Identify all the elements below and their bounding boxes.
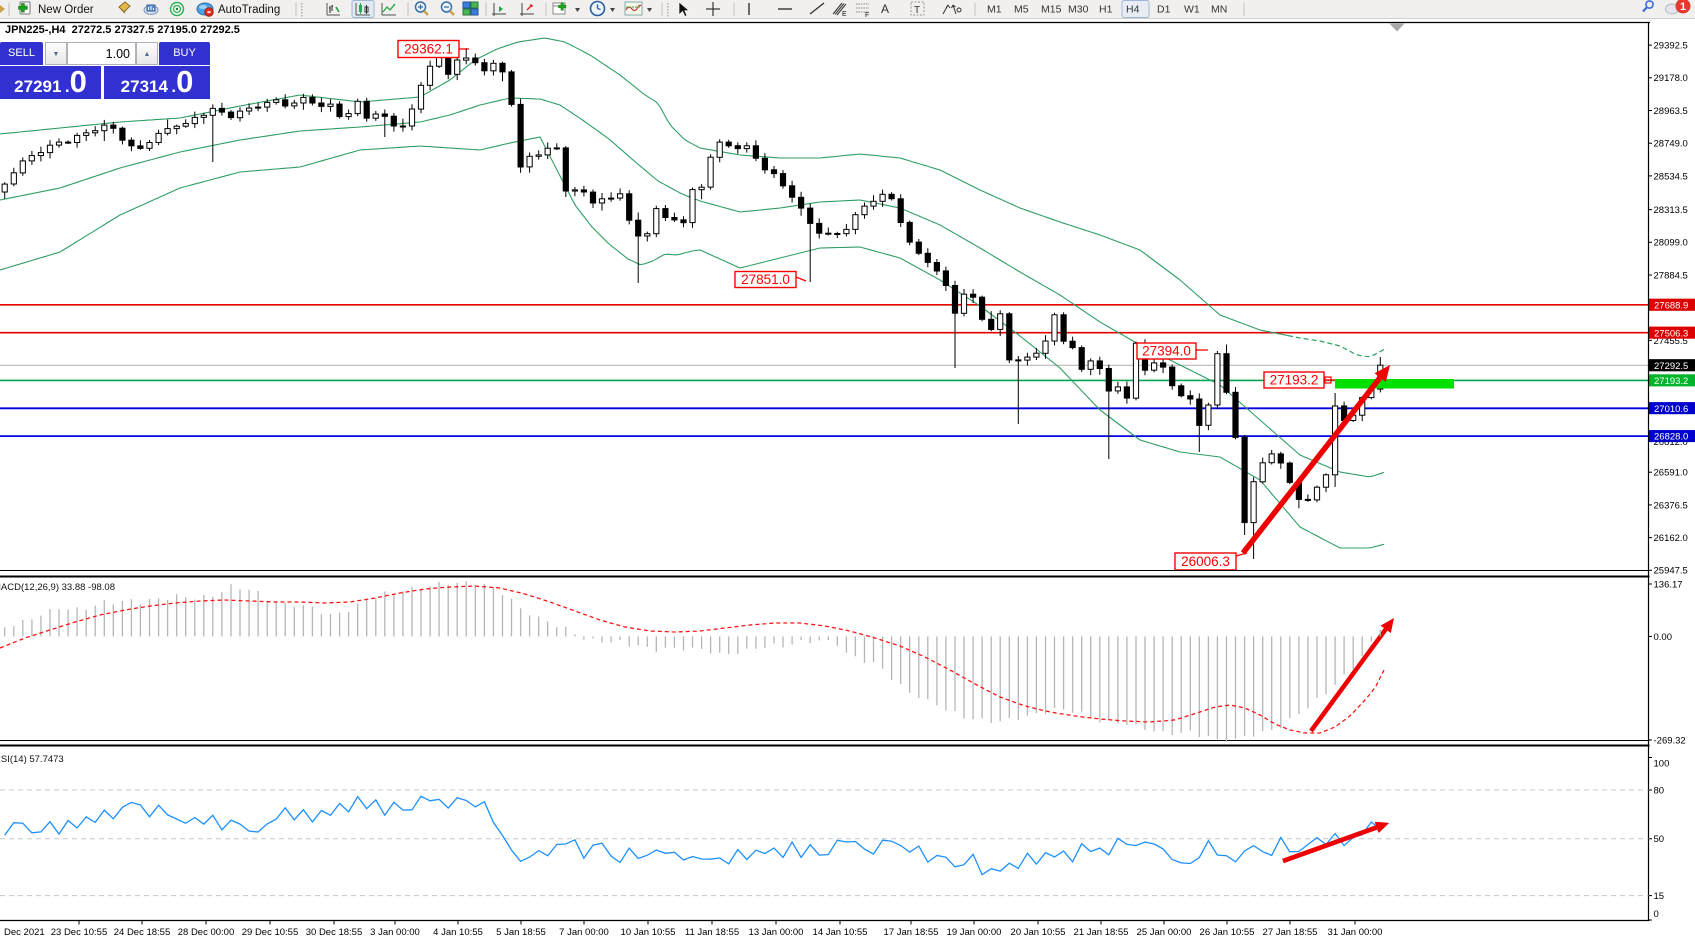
svg-text:1: 1 [1680,1,1686,13]
svg-text:29362.1: 29362.1 [404,42,453,57]
svg-text:21 Jan 18:55: 21 Jan 18:55 [1074,927,1129,938]
svg-text:29 Dec 10:55: 29 Dec 10:55 [242,927,299,938]
svg-text:25 Jan 00:00: 25 Jan 00:00 [1137,927,1192,938]
svg-text:Dec 2021: Dec 2021 [4,927,45,938]
svg-text:28313.5: 28313.5 [1654,205,1688,216]
svg-text:23 Dec 10:55: 23 Dec 10:55 [51,927,108,938]
svg-text:M15: M15 [1041,4,1062,16]
svg-text:26162.0: 26162.0 [1654,533,1688,544]
svg-text:H4: H4 [1126,4,1140,16]
svg-text:27394.0: 27394.0 [1142,344,1191,359]
svg-text:D1: D1 [1157,4,1171,16]
svg-text:5 Jan 18:55: 5 Jan 18:55 [496,927,546,938]
svg-text:30 Dec 18:55: 30 Dec 18:55 [306,927,363,938]
svg-text:28534.5: 28534.5 [1654,171,1688,182]
svg-text:7 Jan 00:00: 7 Jan 00:00 [559,927,609,938]
svg-text:11 Jan 18:55: 11 Jan 18:55 [685,927,739,938]
svg-text:W1: W1 [1184,4,1200,16]
svg-text:MN: MN [1211,4,1227,16]
svg-text:19 Jan 00:00: 19 Jan 00:00 [947,927,1002,938]
svg-text:15: 15 [1654,891,1665,902]
svg-text:26812.0: 26812.0 [1654,437,1688,448]
svg-text:T: T [914,5,920,16]
svg-text:28099.0: 28099.0 [1654,238,1688,249]
svg-text:20 Jan 10:55: 20 Jan 10:55 [1011,927,1066,938]
svg-text:MACD(12,26,9) 33.88 -98.08: MACD(12,26,9) 33.88 -98.08 [0,582,115,593]
svg-text:27884.5: 27884.5 [1654,270,1688,281]
svg-text:14 Jan 10:55: 14 Jan 10:55 [813,927,868,938]
svg-text:24 Dec 18:55: 24 Dec 18:55 [114,927,171,938]
svg-text:26591.0: 26591.0 [1654,468,1688,479]
svg-text:27193.2: 27193.2 [1654,376,1688,387]
svg-text:M5: M5 [1014,4,1029,16]
svg-text:31 Jan 00:00: 31 Jan 00:00 [1328,927,1383,938]
svg-text:H1: H1 [1099,4,1113,16]
svg-text:50: 50 [1654,834,1665,845]
svg-text:10 Jan 10:55: 10 Jan 10:55 [621,927,676,938]
svg-text:-269.32: -269.32 [1654,735,1686,746]
svg-text:RSI(14) 57.7473: RSI(14) 57.7473 [0,754,64,765]
svg-text:27193.2: 27193.2 [1270,373,1319,388]
svg-text:80: 80 [1654,785,1665,796]
svg-text:26376.5: 26376.5 [1654,500,1688,511]
svg-text:26828.0: 26828.0 [1654,432,1688,443]
svg-text:100: 100 [1654,759,1670,770]
svg-text:17 Jan 18:55: 17 Jan 18:55 [884,927,939,938]
svg-text:M30: M30 [1068,4,1089,16]
svg-text:26006.3: 26006.3 [1181,554,1230,569]
svg-text:4 Jan 10:55: 4 Jan 10:55 [433,927,483,938]
svg-text:27010.6: 27010.6 [1654,404,1688,415]
svg-text:136.17: 136.17 [1654,579,1683,590]
svg-text:28 Dec 00:00: 28 Dec 00:00 [178,927,235,938]
svg-text:M1: M1 [987,4,1002,16]
svg-text:AutoTrading: AutoTrading [218,4,280,16]
svg-text:0.00: 0.00 [1654,632,1673,643]
svg-text:27455.5: 27455.5 [1654,336,1688,347]
svg-text:26 Jan 10:55: 26 Jan 10:55 [1200,927,1255,938]
svg-text:29392.5: 29392.5 [1654,41,1688,52]
svg-text:27851.0: 27851.0 [741,272,790,287]
svg-text:27506.3: 27506.3 [1654,328,1688,339]
svg-text:29178.0: 29178.0 [1654,73,1688,84]
svg-text:27 Jan 18:55: 27 Jan 18:55 [1263,927,1318,938]
svg-text:28749.0: 28749.0 [1654,139,1688,150]
svg-text:13 Jan 00:00: 13 Jan 00:00 [749,927,804,938]
svg-text:New Order: New Order [38,4,94,16]
svg-text:28963.5: 28963.5 [1654,106,1688,117]
svg-text:F: F [865,12,869,19]
svg-text:3 Jan 00:00: 3 Jan 00:00 [370,927,420,938]
svg-text:25947.5: 25947.5 [1654,566,1688,577]
svg-text:E: E [842,11,847,18]
svg-text:27292.5: 27292.5 [1654,361,1688,372]
svg-text:0: 0 [1654,909,1659,920]
svg-text:A: A [881,2,889,16]
svg-text:27688.9: 27688.9 [1654,300,1688,311]
